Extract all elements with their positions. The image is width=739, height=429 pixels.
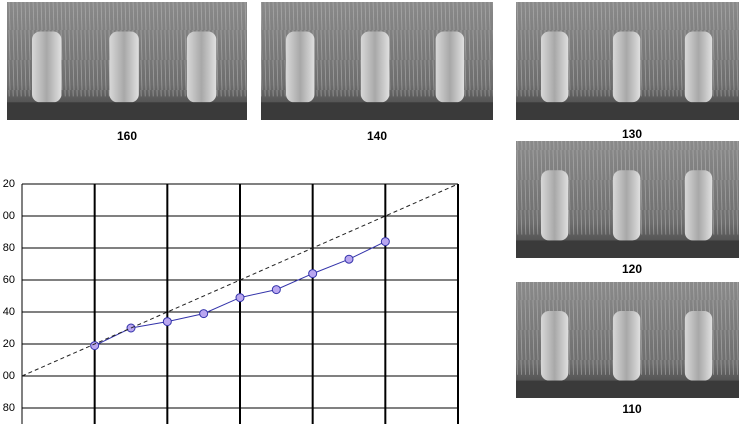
page: {"chart_data": {"type": "line", "x": [1,… [0, 0, 739, 424]
sem-image [516, 282, 739, 398]
pillar [187, 32, 216, 103]
data-point [91, 342, 99, 350]
data-point [200, 310, 208, 318]
pillar [685, 311, 712, 381]
y-tick-label: 80 [3, 402, 15, 414]
y-tick-label: 00 [3, 370, 15, 382]
image-caption: 130 [622, 127, 642, 141]
data-point [381, 238, 389, 246]
data-point [163, 318, 171, 326]
trench-floor [7, 102, 247, 120]
y-tick-label: 60 [3, 274, 15, 286]
image-caption: 120 [622, 262, 642, 276]
y-tick-label: 80 [3, 242, 15, 254]
y-tick-label: 40 [3, 306, 15, 318]
pillar [541, 170, 568, 240]
sem-image [7, 2, 247, 120]
pillar [361, 32, 389, 103]
image-caption: 140 [367, 129, 387, 143]
pillar [436, 32, 464, 103]
trench-floor [261, 102, 493, 120]
sem-image [516, 2, 739, 120]
data-point [272, 286, 280, 294]
pillar [613, 311, 640, 381]
y-tick-label: 00 [3, 210, 15, 222]
figure: 160 140 130 120 110 20 00 80 60 40 20 00 80 [0, 0, 739, 424]
pillar [109, 32, 138, 103]
image-caption: 110 [622, 402, 642, 416]
pillar [541, 32, 568, 103]
pillar [613, 170, 640, 240]
data-point [309, 270, 317, 278]
trench-floor [516, 240, 739, 258]
pillar [32, 32, 61, 103]
sem-image [261, 2, 493, 120]
pillar [685, 32, 712, 103]
pillar [685, 170, 712, 240]
pillar [286, 32, 314, 103]
sem-image [516, 141, 739, 258]
data-point [236, 294, 244, 302]
y-tick-label: 20 [3, 178, 15, 190]
data-point [345, 255, 353, 263]
trench-floor [516, 102, 739, 120]
trench-floor [516, 381, 739, 398]
y-tick-label: 20 [3, 338, 15, 350]
pillar [613, 32, 640, 103]
image-caption: 160 [117, 129, 137, 143]
pillar [541, 311, 568, 381]
